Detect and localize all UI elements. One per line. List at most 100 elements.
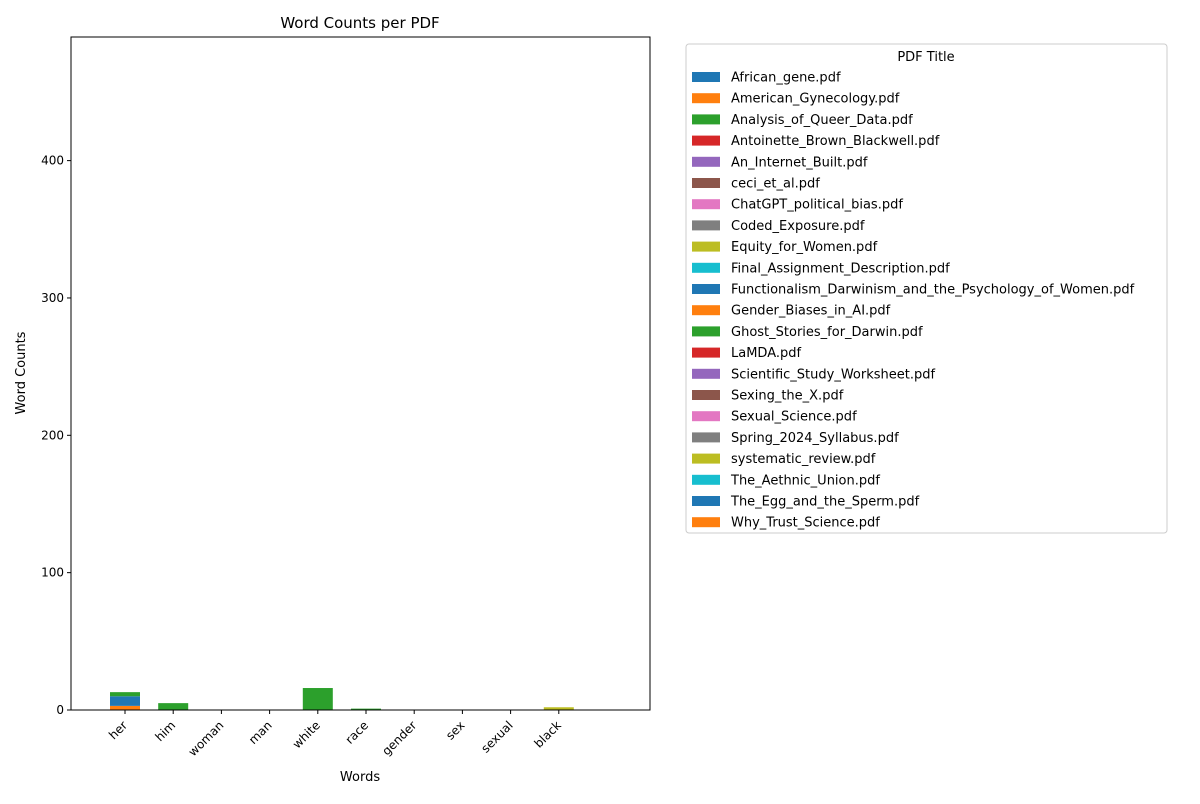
x-tick-label: white [290,718,323,751]
legend-swatch [692,347,720,358]
y-tick-label: 400 [41,154,64,168]
legend-swatch [692,326,720,337]
legend-item: Coded_Exposure.pdf [692,219,865,234]
legend-item: African_gene.pdf [692,71,841,86]
plot-frame [70,36,651,711]
legend-label: American_Gynecology.pdf [731,92,900,107]
legend-label: systematic_review.pdf [731,452,876,467]
legend-label: Sexual_Science.pdf [731,410,857,425]
legend-item: ChatGPT_political_bias.pdf [692,198,903,213]
chart-title: Word Counts per PDF [280,14,439,32]
legend-swatch [692,156,720,167]
y-tick-label: 200 [41,428,64,442]
legend-swatch [692,199,720,210]
y-tick-label: 300 [41,291,64,305]
legend-label: Sexing_the_X.pdf [731,389,844,404]
x-axis: her him woman man white race gender sex sexual bl… [106,710,564,759]
x-tick-label: woman [186,718,227,759]
legend-label: ceci_et_al.pdf [731,177,820,192]
y-tick-label: 100 [41,566,64,580]
legend: PDF Title African_gene.pdf American_Gynec… [685,43,1168,534]
bar-segment [543,707,574,710]
x-tick-label: gender [379,718,419,758]
legend-label: LaMDA.pdf [731,346,802,361]
legend-item: Spring_2024_Syllabus.pdf [692,431,899,446]
legend-item: An_Internet_Built.pdf [692,155,868,170]
legend-label: Gender_Biases_in_AI.pdf [731,304,891,319]
series-group [110,696,140,706]
legend-swatch [692,453,720,464]
legend-swatch [692,72,720,82]
legend-swatch [692,305,720,316]
bar-segment [110,696,140,706]
legend-item: The_Egg_and_the_Sperm.pdf [692,495,920,510]
legend-label: Ghost_Stories_for_Darwin.pdf [731,325,923,340]
legend-label: Coded_Exposure.pdf [731,219,865,234]
legend-label: Functionalism_Darwinism_and_the_Psycholo… [731,283,1135,298]
series-group [110,705,140,710]
x-tick-label: sex [443,718,467,742]
y-axis: 0 100 200 300 400 [41,154,71,717]
x-tick-label: him [152,718,178,744]
y-tick-label: 0 [56,703,64,717]
legend-swatch [692,284,720,294]
legend-item: Gender_Biases_in_AI.pdf [692,304,891,319]
legend-label: Scientific_Study_Worksheet.pdf [731,367,935,382]
legend-item: The_Aethnic_Union.pdf [692,473,880,488]
legend-swatch [692,178,720,188]
legend-swatch [692,411,720,422]
legend-swatch [692,220,720,231]
bar-segment [302,688,333,710]
legend-label: Spring_2024_Syllabus.pdf [731,431,899,446]
legend-item: Sexual_Science.pdf [692,410,857,425]
x-axis-title: Words [340,770,380,785]
legend-label: Why_Trust_Science.pdf [731,516,880,531]
bars-layer [110,688,574,710]
legend-swatch [692,114,720,125]
legend-label: Final_Assignment_Description.pdf [731,261,950,276]
legend-swatch [692,368,720,379]
bar-segment [110,692,140,697]
x-tick-label: black [531,718,563,750]
legend-swatch [692,496,720,506]
legend-title: PDF Title [897,50,954,65]
legend-swatch [692,135,720,146]
legend-item: Analysis_of_Queer_Data.pdf [692,113,913,128]
legend-label: Equity_for_Women.pdf [731,240,878,255]
legend-label: An_Internet_Built.pdf [731,155,868,170]
legend-item: American_Gynecology.pdf [692,92,900,107]
x-tick-label: race [343,718,371,746]
legend-swatch [692,474,720,485]
series-group [543,707,574,710]
legend-swatch [692,262,720,273]
legend-swatch [692,241,720,252]
bar-segment [351,708,381,710]
legend-item: systematic_review.pdf [692,452,876,467]
x-tick-label: sexual [478,718,515,755]
legend-frame [685,43,1168,534]
legend-item: Scientific_Study_Worksheet.pdf [692,367,935,382]
legend-item: LaMDA.pdf [692,346,802,361]
legend-label: Antoinette_Brown_Blackwell.pdf [731,134,940,149]
legend-swatch [692,517,720,528]
legend-item: Sexing_the_X.pdf [692,389,844,404]
legend-item: Functionalism_Darwinism_and_the_Psycholo… [692,283,1135,298]
bar-segment [110,705,140,710]
legend-item: Final_Assignment_Description.pdf [692,261,950,276]
x-tick-label: her [106,718,130,742]
legend-label: The_Aethnic_Union.pdf [730,473,880,488]
legend-item: ceci_et_al.pdf [692,177,820,192]
legend-label: Analysis_of_Queer_Data.pdf [731,113,913,128]
legend-label: The_Egg_and_the_Sperm.pdf [730,495,920,510]
x-tick-label: man [246,718,275,747]
legend-items: African_gene.pdf American_Gynecology.pdf A… [692,71,1135,531]
bar-segment [158,703,189,710]
legend-swatch [692,390,720,400]
legend-swatch [692,93,720,104]
y-axis-title: Word Counts [14,331,29,414]
series-group [110,688,381,710]
legend-swatch [692,432,720,443]
legend-item: Ghost_Stories_for_Darwin.pdf [692,325,923,340]
